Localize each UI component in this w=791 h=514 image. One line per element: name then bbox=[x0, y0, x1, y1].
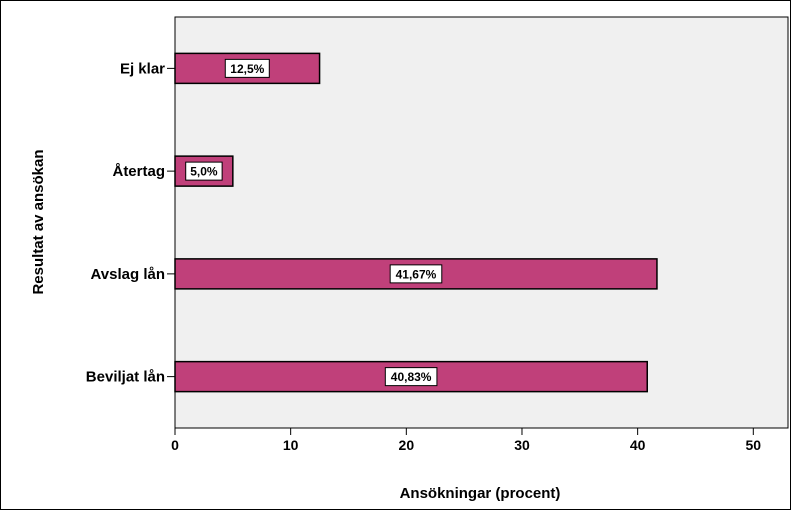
data-label-ej-klar: 12,5% bbox=[230, 62, 264, 76]
data-label-box-atertag bbox=[185, 161, 223, 181]
x-axis-title: Ansökningar (procent) bbox=[400, 485, 561, 502]
x-tick-label-40: 40 bbox=[630, 437, 646, 453]
bar-beviljat-lan bbox=[174, 360, 648, 393]
y-axis-title: Resultat av ansökan bbox=[30, 149, 47, 294]
y-tick-label-ej-klar: Ej klar bbox=[120, 60, 165, 77]
x-tick-label-20: 20 bbox=[399, 437, 415, 453]
y-tick-label-atertag: Återtag bbox=[112, 163, 165, 180]
y-tick-label-beviljat-lan: Beviljat lån bbox=[86, 369, 165, 386]
x-tick-label-10: 10 bbox=[283, 437, 299, 453]
data-label-beviljat-lan: 40,83% bbox=[391, 370, 432, 384]
data-label-box-ej-klar bbox=[224, 58, 270, 78]
data-label-avslag-lan: 41,67% bbox=[396, 267, 437, 281]
y-tick-label-avslag-lan: Avslag lån bbox=[91, 266, 165, 283]
x-tick-label-50: 50 bbox=[746, 437, 762, 453]
plot-area bbox=[174, 16, 789, 429]
data-label-box-beviljat-lan bbox=[384, 367, 438, 387]
x-tick-label-0: 0 bbox=[171, 437, 179, 453]
data-label-atertag: 5,0% bbox=[190, 165, 218, 179]
data-label-box-avslag-lan bbox=[389, 264, 443, 284]
x-tick-label-30: 30 bbox=[514, 437, 530, 453]
